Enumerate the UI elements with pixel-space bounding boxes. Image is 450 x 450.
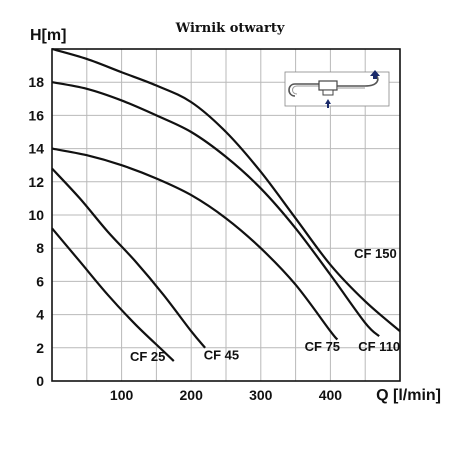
x-tick-label: 300 <box>249 387 273 403</box>
y-tick-label: 12 <box>28 174 44 190</box>
y-tick-label: 16 <box>28 107 44 123</box>
plot-frame <box>51 48 401 382</box>
grid <box>52 49 400 381</box>
curve-cf-75 <box>51 147 339 341</box>
series-label-cf-45: CF 45 <box>204 347 239 362</box>
curve-cf-25 <box>51 227 175 362</box>
y-tick-label: 0 <box>36 373 44 389</box>
series-labels: CF 25 CF 45 CF 75 CF 110 CF 150 <box>130 246 400 364</box>
series-label-cf-75: CF 75 <box>305 339 340 354</box>
impeller-diagram-icon <box>284 71 390 108</box>
flow-arrow-icon <box>370 70 380 79</box>
x-tick-label: 100 <box>110 387 134 403</box>
curve-cf-150 <box>51 47 401 333</box>
curve-cf-45 <box>51 167 206 349</box>
x-tick-label: 200 <box>180 387 204 403</box>
x-axis-label: Q [l/min] <box>376 387 441 404</box>
curve-cf-110 <box>51 81 380 338</box>
y-tick-label: 6 <box>36 273 44 289</box>
series-label-cf-25: CF 25 <box>130 349 165 364</box>
y-tick-label: 4 <box>36 307 44 323</box>
y-tick-label: 2 <box>36 340 44 356</box>
x-tick-label: 400 <box>319 387 343 403</box>
y-axis-label: H[m] <box>30 27 66 44</box>
performance-curves <box>51 47 401 362</box>
chart-title: Wirnik otwarty <box>175 21 285 36</box>
y-tick-label: 14 <box>28 141 44 157</box>
tick-labels: 0 2 4 6 8 10 12 14 16 18 100 200 300 400 <box>28 74 342 403</box>
y-tick-label: 18 <box>28 74 44 90</box>
y-tick-label: 8 <box>36 240 44 256</box>
series-label-cf-150: CF 150 <box>354 246 397 261</box>
y-tick-label: 10 <box>28 207 44 223</box>
series-label-cf-110: CF 110 <box>358 339 400 354</box>
